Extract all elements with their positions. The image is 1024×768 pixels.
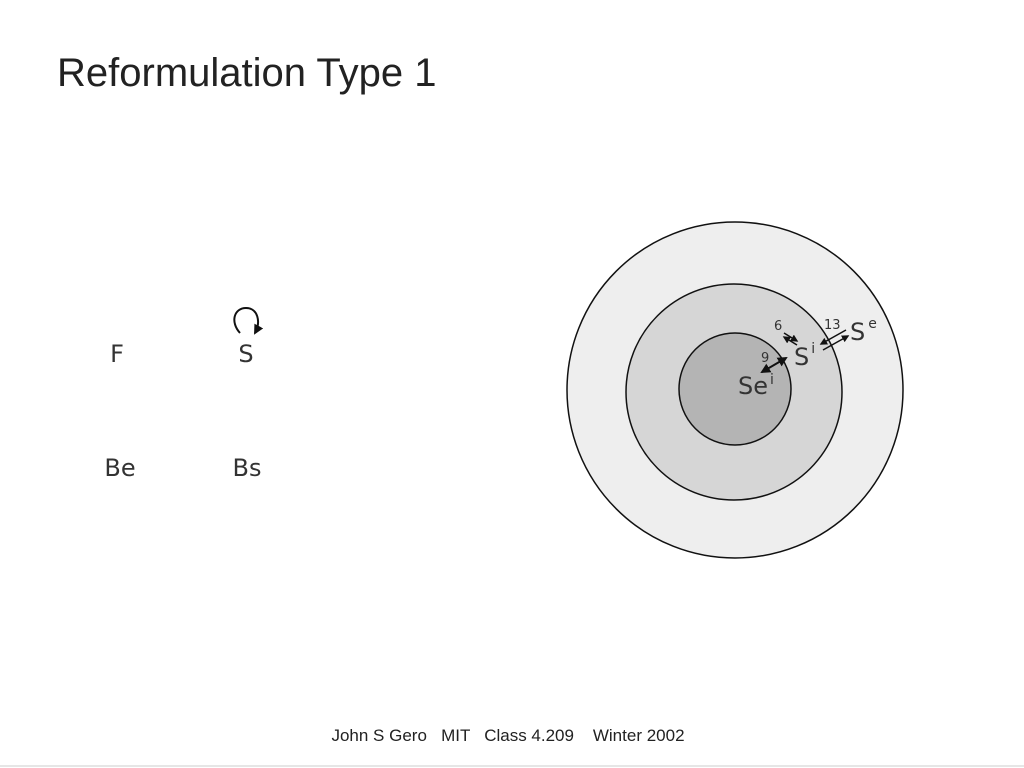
loop-arrow <box>233 306 264 335</box>
world-symbol: Se <box>738 372 768 400</box>
world-label: Se i <box>738 372 774 400</box>
node-label: Be <box>104 454 135 482</box>
world-symbol: S <box>850 318 865 346</box>
arrow-label: 9 <box>761 351 769 366</box>
arrow <box>822 335 850 351</box>
arrow <box>782 336 798 346</box>
world-superscript: i <box>770 372 774 388</box>
arrow-label: 13 <box>824 318 841 333</box>
node-label: F <box>110 340 124 368</box>
arrow-label: 6 <box>774 319 782 334</box>
arrow <box>760 356 788 374</box>
world-superscript: i <box>811 341 815 357</box>
node-label: Bs <box>233 454 262 482</box>
node-label: S <box>238 340 253 368</box>
footer: John S Gero MIT Class 4.209 Winter 2002 <box>331 726 684 745</box>
arrow <box>819 329 847 345</box>
expected-world <box>678 332 792 446</box>
world-superscript: e <box>868 316 877 332</box>
world-symbol: S <box>794 343 809 371</box>
slide-title: Reformulation Type 1 <box>57 51 436 95</box>
